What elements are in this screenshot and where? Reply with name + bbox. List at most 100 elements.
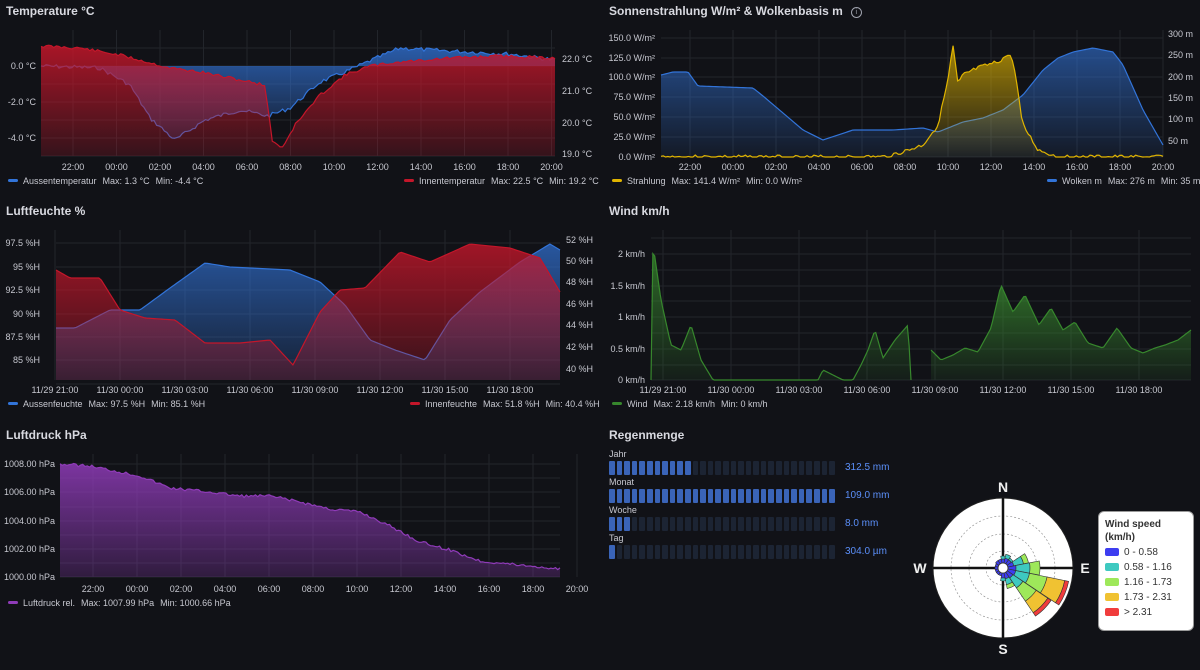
gauge-cell <box>783 517 790 531</box>
panel-title[interactable]: Sonnenstrahlung W/m² & Wolkenbasis m i <box>609 4 862 18</box>
series-color-swatch <box>8 601 18 604</box>
compass-label-s: S <box>998 641 1007 657</box>
panel-title[interactable]: Luftdruck hPa <box>6 428 87 442</box>
gauge-cell <box>798 517 805 531</box>
wind-rose-chart[interactable]: N S W E <box>905 470 1105 670</box>
compass-label-n: N <box>998 479 1008 495</box>
gauge-cell <box>715 517 721 531</box>
legend-luftdruck[interactable]: Luftdruck rel. Max: 1007.99 hPa Min: 1000.… <box>8 598 231 608</box>
y-axis-label: 150.0 W/m² <box>608 33 655 43</box>
wind-legend-item[interactable]: 1.16 - 1.73 <box>1105 576 1193 589</box>
panel-title[interactable]: Wind km/h <box>609 204 670 218</box>
sun-radiation-chart[interactable]: 150.0 W/m² 125.0 W/m² 100.0 W/m² 75.0 W/m² 5… <box>603 0 1200 200</box>
x-axis-label: 12:00 <box>390 584 413 594</box>
x-axis-label: 11/30 00:00 <box>97 385 144 395</box>
gauge-cell <box>768 461 775 475</box>
x-axis-label: 11/30 09:00 <box>292 385 339 395</box>
sun-radiation-panel: Sonnenstrahlung W/m² & Wolkenbasis m i 15… <box>603 0 1200 200</box>
rain-panel: Regenmenge <box>603 424 903 454</box>
series-color-swatch <box>8 402 18 405</box>
gauge-cell <box>646 517 653 531</box>
wind-legend-item[interactable]: 0.58 - 1.16 <box>1105 561 1193 574</box>
gauge-cell <box>760 545 767 559</box>
gauge-cell <box>776 461 782 475</box>
legend-max: Max: 22.5 °C <box>491 176 544 186</box>
legend-series-name: Wolken m <box>1062 176 1102 186</box>
gauge-cell <box>776 517 782 531</box>
legend-aussenfeuchte[interactable]: Aussenfeuchte Max: 97.5 %H Min: 85.1 %H <box>8 399 205 409</box>
y-axis-label-right: 20.0 °C <box>562 118 593 128</box>
gauge-cell <box>806 489 813 503</box>
x-axis-label: 06:00 <box>236 162 259 172</box>
legend-aussentemperatur[interactable]: Aussentemperatur Max: 1.3 °C Min: -4.4 °C <box>8 176 203 186</box>
pressure-chart[interactable]: 1008.00 hPa 1006.00 hPa 1004.00 hPa 1002.00… <box>0 424 600 624</box>
x-axis-label: 08:00 <box>279 162 302 172</box>
legend-min: Min: 85.1 %H <box>151 399 206 409</box>
gauge-cell <box>662 545 668 559</box>
humidity-chart[interactable]: 97.5 %H 95 %H 92.5 %H 90 %H 87.5 %H 85 %H 52 %… <box>0 200 600 422</box>
y-axis-label-right: 250 m <box>1168 50 1193 60</box>
gauge-cell <box>669 489 676 503</box>
gauge-cell <box>821 461 828 475</box>
wind-legend-item[interactable]: 0 - 0.58 <box>1105 546 1193 559</box>
legend-innentemperatur[interactable]: Innentemperatur Max: 22.5 °C Min: 19.2 °C <box>404 176 599 186</box>
rose-wedge <box>1055 580 1070 606</box>
temperature-chart[interactable]: 0.0 °C -2.0 °C -4.0 °C 22.0 °C 21.0 °C 20.0 °… <box>0 0 600 200</box>
rain-row: Monat 109.0 mm <box>609 477 909 503</box>
panel-title[interactable]: Luftfeuchte % <box>6 204 86 218</box>
wind-panel: Wind km/h 2 km/h 1.5 km/h 1 km/h 0.5 km/h 0 … <box>603 200 1200 422</box>
gauge-cell <box>768 489 775 503</box>
x-axis-label: 00:00 <box>126 584 149 594</box>
wind-legend-item[interactable]: 1.73 - 2.31 <box>1105 591 1193 604</box>
y-axis-label: 1008.00 hPa <box>4 459 55 469</box>
gauge-cell <box>631 545 638 559</box>
gauge-cell <box>791 489 797 503</box>
legend-wolken[interactable]: Wolken m Max: 276 m Min: 35 m <box>1047 176 1200 186</box>
legend-innenfeuchte[interactable]: Innenfeuchte Max: 51.8 %H Min: 40.4 %H <box>410 399 600 409</box>
x-axis-label: 11/30 00:00 <box>708 385 755 395</box>
gauge-cell <box>829 489 835 503</box>
legend-series-name: Wind <box>627 399 648 409</box>
wind-chart[interactable]: 2 km/h 1.5 km/h 1 km/h 0.5 km/h 0 km/h11/29 … <box>603 200 1200 422</box>
gauge-cell <box>609 461 615 475</box>
x-axis-label: 10:00 <box>346 584 369 594</box>
y-axis-label: 92.5 %H <box>5 285 40 295</box>
gauge-cell <box>783 489 790 503</box>
wind-legend-title: Wind speed (km/h) <box>1105 519 1162 543</box>
gauge-cell <box>646 461 653 475</box>
x-axis-label: 11/30 06:00 <box>844 385 891 395</box>
y-axis-label-right: 40 %H <box>566 364 593 374</box>
gauge-cell <box>662 489 668 503</box>
gauge-cell <box>753 517 759 531</box>
y-axis-label-right: 300 m <box>1168 29 1193 39</box>
x-axis-label: 22:00 <box>82 584 105 594</box>
rain-value: 304.0 µm <box>845 546 887 557</box>
y-axis-label-right: 50 m <box>1168 136 1188 146</box>
legend-max: Max: 2.18 km/h <box>653 399 716 409</box>
legend-min: Min: -4.4 °C <box>155 176 204 186</box>
legend-label: 1.16 - 1.73 <box>1124 577 1172 588</box>
wolken-area <box>661 48 1163 157</box>
gauge-cell <box>646 545 653 559</box>
wind-segment-area <box>931 286 1191 380</box>
y-axis-label: 0.0 W/m² <box>618 152 655 162</box>
legend-series-name: Strahlung <box>627 176 666 186</box>
y-axis-label-right: 50 %H <box>566 256 593 266</box>
rose-wedge <box>1029 560 1041 576</box>
gauge-cell <box>715 461 721 475</box>
panel-title[interactable]: Temperature °C <box>6 4 95 18</box>
wind-legend-item[interactable]: > 2.31 <box>1105 606 1193 619</box>
info-icon[interactable]: i <box>850 7 862 18</box>
panel-title[interactable]: Regenmenge <box>609 428 685 442</box>
y-axis-label-right: 44 %H <box>566 320 593 330</box>
wind-speed-legend: Wind speed (km/h) 0 - 0.58 0.58 - 1.16 1.1… <box>1098 511 1194 631</box>
luftdruck-line <box>59 462 561 571</box>
gauge-cell <box>738 545 744 559</box>
legend-strahlung[interactable]: Strahlung Max: 141.4 W/m² Min: 0.0 W/m² <box>612 176 802 186</box>
y-axis-label-right: 46 %H <box>566 299 593 309</box>
y-axis-label: 85 %H <box>13 355 40 365</box>
innenfeuchte-area <box>56 244 560 380</box>
legend-wind[interactable]: Wind Max: 2.18 km/h Min: 0 km/h <box>612 399 768 409</box>
legend-label: > 2.31 <box>1124 607 1153 618</box>
y-axis-label: 0.0 °C <box>11 61 37 71</box>
